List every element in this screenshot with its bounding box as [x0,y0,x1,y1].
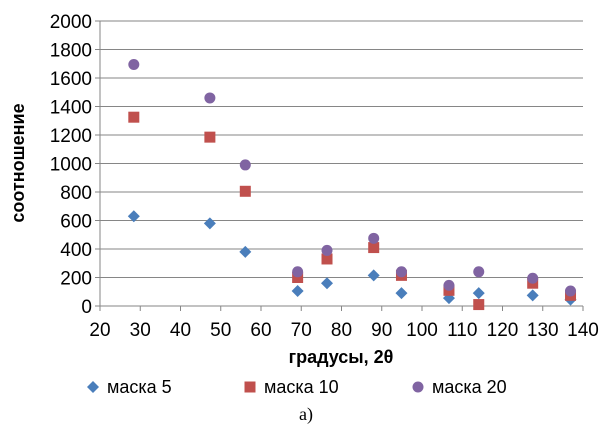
x-tick-label: 100 [406,320,438,341]
data-point [368,242,380,254]
x-tick-label: 50 [210,320,231,341]
data-point [527,272,539,284]
legend-label: маска 20 [432,377,507,397]
y-tick-label: 0 [81,297,92,318]
legend-label: маска 10 [264,377,339,397]
legend-item: маска 10 [244,377,339,397]
y-tick-label: 1600 [50,69,92,90]
data-point [472,287,485,300]
x-tick-label: 90 [371,320,392,341]
y-tick-label: 1800 [50,41,92,62]
data-point [473,299,485,311]
y-tick-label: 600 [60,212,92,233]
legend-item: маска 5 [87,377,172,397]
legend: маска 5 маска 10 маска 20 [87,377,507,397]
data-point [526,289,539,302]
x-tick-label: 140 [567,320,599,341]
data-point [367,269,380,282]
legend-label: маска 5 [107,377,172,397]
y-tick-label: 400 [60,240,92,261]
y-tick-label: 200 [60,269,92,290]
diamond-legend-marker [87,381,99,393]
series-3 [128,58,577,297]
data-point [203,217,216,230]
y-tick-label: 1000 [50,155,92,176]
tick-labels: 0 200 400 600 800 1000 1200 1400 1600 1800 2000 20 3… [50,12,599,341]
circle-legend-marker [412,381,424,393]
data-point [128,58,140,70]
data-point [239,245,252,258]
y-axis-title: соотношение [8,103,28,222]
y-tick-label: 1400 [50,98,92,119]
data-point [321,244,333,256]
data-point [395,287,408,300]
x-tick-label: 60 [250,320,271,341]
data-point [473,266,485,278]
x-tick-label: 80 [331,320,352,341]
legend-item: маска 20 [412,377,507,397]
data-point [565,285,577,297]
data-point [239,185,251,197]
x-tick-label: 20 [89,320,110,341]
y-tick-label: 1200 [50,126,92,147]
x-tick-label: 70 [291,320,312,341]
x-tick-label: 30 [130,320,151,341]
data-point [321,277,334,290]
axes [95,20,584,311]
data-point [204,92,216,104]
y-tick-label: 2000 [50,12,92,33]
figure-caption: а) [299,404,313,425]
gridlines [100,20,583,307]
square-legend-marker [244,381,256,393]
data-point [128,111,140,123]
data-point [204,131,216,143]
data-points [127,58,577,311]
x-axis-title: градусы, 2θ [289,347,394,367]
data-point [291,285,304,298]
data-point [443,279,455,291]
data-point [368,232,380,244]
x-tick-label: 110 [447,320,477,341]
x-tick-label: 40 [170,320,191,341]
data-point [292,272,304,283]
data-point [321,253,333,265]
y-tick-label: 800 [60,183,92,204]
x-tick-label: 120 [487,320,519,341]
series-1 [127,210,577,306]
data-point [292,266,304,278]
series-2 [128,111,577,311]
x-tick-label: 130 [527,320,559,341]
data-point [395,266,407,278]
data-point [127,210,140,223]
data-point [239,159,251,171]
